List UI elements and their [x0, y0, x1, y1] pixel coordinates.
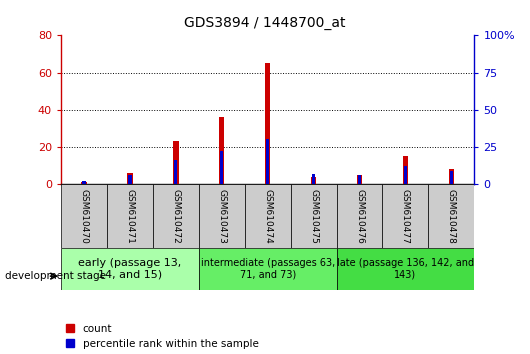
Bar — [312, 174, 315, 184]
Bar — [448, 169, 454, 184]
Text: GSM610471: GSM610471 — [126, 188, 134, 244]
Bar — [199, 248, 337, 290]
Bar — [357, 175, 363, 184]
Bar — [245, 184, 290, 248]
Text: GSM610475: GSM610475 — [309, 188, 318, 244]
Bar — [81, 182, 87, 184]
Bar — [265, 63, 270, 184]
Bar — [219, 117, 225, 184]
Text: GSM610476: GSM610476 — [355, 188, 364, 244]
Text: GDS3894 / 1448700_at: GDS3894 / 1448700_at — [184, 16, 346, 30]
Bar — [404, 166, 407, 184]
Bar — [337, 184, 383, 248]
Bar — [153, 184, 199, 248]
Text: early (passage 13,
14, and 15): early (passage 13, 14, and 15) — [78, 258, 181, 280]
Bar — [266, 139, 269, 184]
Text: GSM610474: GSM610474 — [263, 189, 272, 243]
Bar — [61, 184, 107, 248]
Bar — [383, 184, 428, 248]
Bar — [428, 184, 474, 248]
Bar — [450, 171, 453, 184]
Bar — [82, 181, 85, 184]
Bar — [337, 248, 474, 290]
Bar — [199, 184, 245, 248]
Bar — [174, 160, 178, 184]
Legend: count, percentile rank within the sample: count, percentile rank within the sample — [66, 324, 259, 349]
Text: intermediate (passages 63,
71, and 73): intermediate (passages 63, 71, and 73) — [200, 258, 335, 280]
Bar — [127, 173, 132, 184]
Text: late (passage 136, 142, and
143): late (passage 136, 142, and 143) — [337, 258, 474, 280]
Text: GSM610470: GSM610470 — [80, 188, 89, 244]
Text: GSM610473: GSM610473 — [217, 188, 226, 244]
Bar — [311, 177, 316, 184]
Text: GSM610472: GSM610472 — [171, 189, 180, 243]
Bar — [173, 141, 179, 184]
Text: GSM610477: GSM610477 — [401, 188, 410, 244]
Bar — [107, 184, 153, 248]
Bar — [220, 152, 223, 184]
Text: development stage: development stage — [5, 271, 107, 281]
Bar — [358, 175, 361, 184]
Text: GSM610478: GSM610478 — [447, 188, 456, 244]
Bar — [61, 248, 199, 290]
Bar — [128, 175, 131, 184]
Bar — [403, 156, 408, 184]
Bar — [290, 184, 337, 248]
